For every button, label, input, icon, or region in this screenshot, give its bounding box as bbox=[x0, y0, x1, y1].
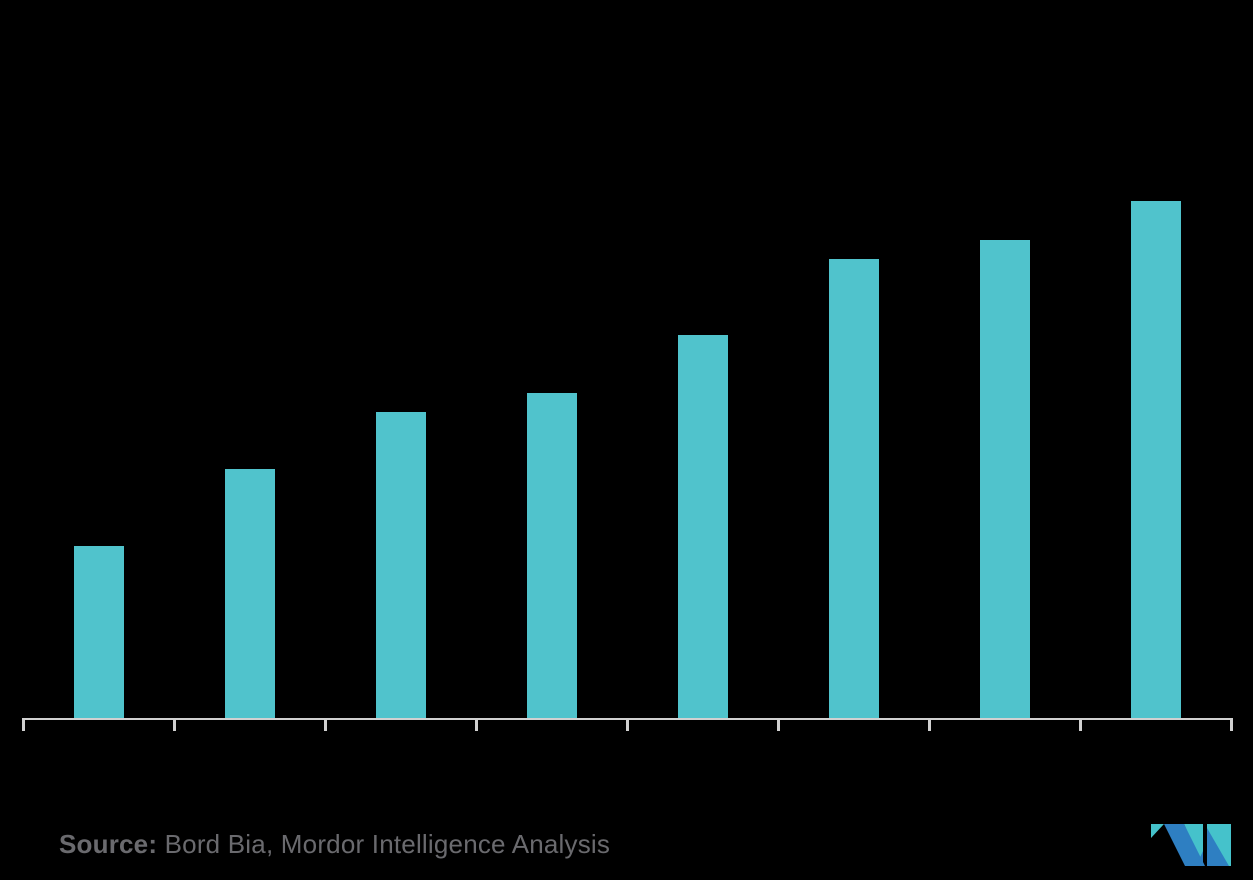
source-label: Source: bbox=[59, 829, 158, 859]
mordor-intelligence-logo bbox=[1151, 824, 1231, 866]
axis-tick bbox=[777, 718, 780, 731]
bar bbox=[1130, 201, 1181, 718]
logo-teal-apex bbox=[1151, 824, 1164, 838]
bar bbox=[375, 412, 426, 718]
bar bbox=[677, 335, 728, 718]
bar bbox=[979, 240, 1030, 718]
axis-tick bbox=[626, 718, 629, 731]
axis-tick bbox=[1079, 718, 1082, 731]
axis-tick bbox=[324, 718, 327, 731]
bar bbox=[828, 259, 879, 718]
axis-tick bbox=[1230, 718, 1233, 731]
axis-tick bbox=[22, 718, 25, 731]
bar-plot-area bbox=[73, 201, 1181, 718]
bar bbox=[73, 546, 124, 718]
axis-tick bbox=[928, 718, 931, 731]
bar bbox=[224, 469, 275, 718]
source-text: Bord Bia, Mordor Intelligence Analysis bbox=[157, 829, 611, 859]
axis-tick bbox=[173, 718, 176, 731]
source-note: Source: Bord Bia, Mordor Intelligence An… bbox=[59, 829, 610, 860]
axis-tick bbox=[475, 718, 478, 731]
logo-bar-blue bbox=[1207, 828, 1229, 866]
logo-blue-stroke bbox=[1164, 824, 1205, 866]
logo-blue-corner bbox=[1196, 851, 1203, 866]
bar bbox=[526, 393, 577, 718]
